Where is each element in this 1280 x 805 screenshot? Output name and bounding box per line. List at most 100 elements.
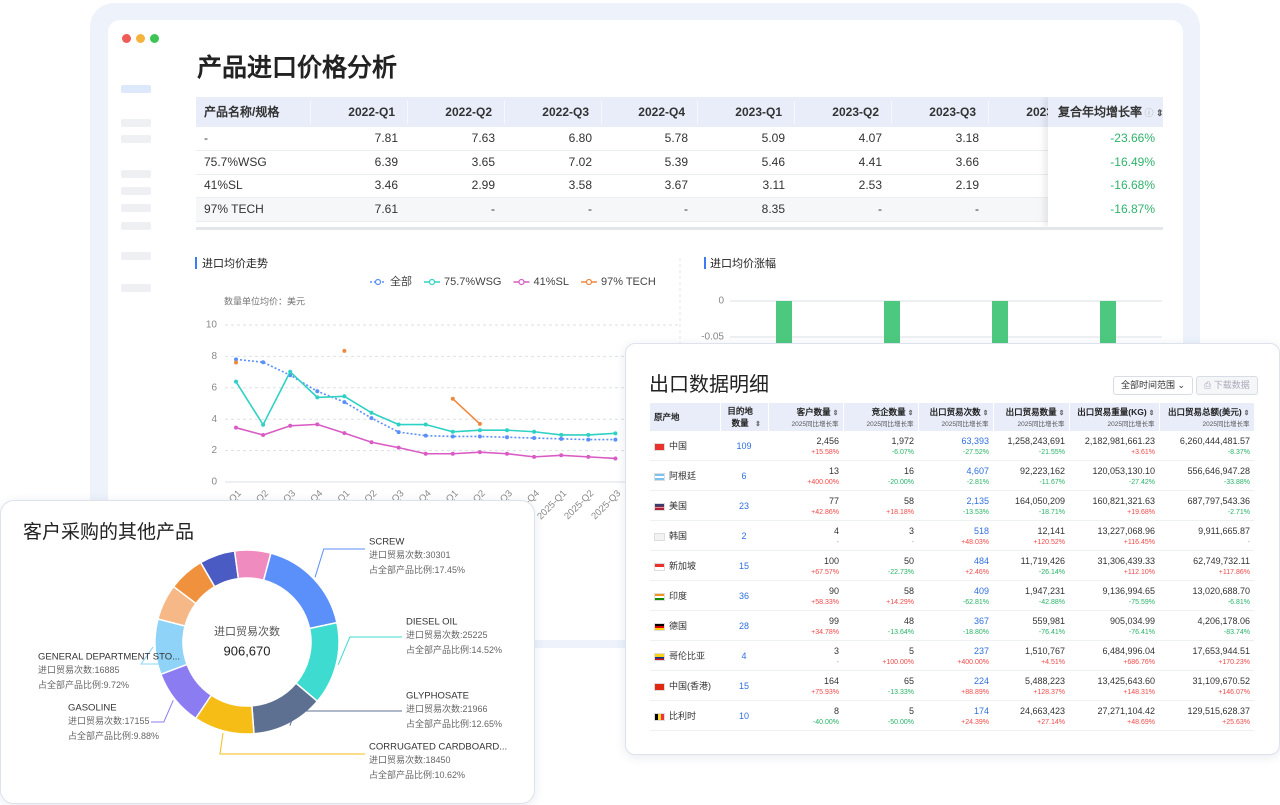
metric-value: 92,223,162: [1019, 465, 1065, 476]
metric-value: 6,484,996.04: [1102, 645, 1155, 656]
data-point: [505, 435, 509, 440]
metric-value: 5,488,223: [1024, 675, 1065, 686]
sidebar-item[interactable]: [121, 284, 151, 292]
sort-icon[interactable]: ⇕: [753, 421, 761, 428]
metric-change: -: [911, 538, 914, 546]
column-header: 2022-Q1: [311, 101, 408, 124]
range-select[interactable]: 全部时间范围 ⌄: [1113, 376, 1194, 395]
header-text: 客户数量: [796, 407, 831, 417]
slice-count: 进口贸易次数:17155: [68, 715, 150, 726]
metric-cell: 63,393 -27.52%: [918, 431, 993, 461]
sidebar-item[interactable]: [121, 135, 151, 143]
table-cell: 2.99: [471, 178, 495, 192]
y-tick-label: 0: [718, 296, 724, 307]
metric-value: 518: [973, 525, 989, 536]
sort-icon[interactable]: ⇕: [980, 410, 989, 417]
metric-change: -20.00%: [887, 478, 914, 486]
table-cell: 7.02: [568, 154, 592, 169]
slice-name: GENERAL DEPARTMENT STO...: [38, 652, 180, 663]
metric-value: 409: [973, 585, 989, 596]
table-cell: 5.46: [761, 154, 785, 169]
data-point: [450, 429, 455, 434]
metric-cell: 31,109,670.52 +146.07%: [1159, 670, 1254, 701]
data-point: [477, 450, 482, 455]
metric-change: +400.00%: [957, 658, 989, 666]
metric-cell: 2,182,981,661.23 +3.61%: [1069, 431, 1159, 461]
sort-icon[interactable]: ⇕: [1056, 410, 1065, 417]
metric-value: 63,393: [961, 435, 989, 446]
sidebar-item[interactable]: [121, 204, 151, 212]
metric-cell: 409 -62.81%: [918, 580, 993, 611]
table-cell: 4.41: [858, 154, 882, 169]
metric-cell: 13,020,688.70 -6.81%: [1159, 580, 1254, 611]
sort-icon[interactable]: ⇕: [1156, 108, 1163, 118]
metric-change: +15.58%: [811, 448, 839, 456]
column-header: 出口贸易重量(KG) ⇕ 2025同比增长率: [1069, 403, 1160, 431]
sort-icon[interactable]: ⇕: [1241, 410, 1250, 417]
metric-value: 4,206,178.06: [1197, 615, 1250, 626]
metric-value: 62,749,732.11: [1193, 555, 1250, 566]
sidebar-item[interactable]: [121, 187, 151, 195]
metric-change: -6.07%: [891, 448, 914, 456]
leader-line: [219, 732, 365, 755]
column-header: 出口贸易次数 ⇕ 2025同比增长率: [918, 403, 994, 431]
sort-icon[interactable]: ⇕: [1146, 410, 1155, 417]
column-header: 2022-Q4: [602, 101, 698, 124]
metric-change: -2.71%: [1227, 508, 1250, 516]
count-value: 30301: [426, 550, 451, 560]
table-cell: 2.19: [955, 178, 979, 192]
metric-change: -76.41%: [1128, 628, 1155, 636]
share-value: 12.65%: [472, 719, 503, 729]
download-text: 下载数据: [1213, 380, 1250, 390]
slice-count: 进口贸易次数:16885: [38, 664, 120, 675]
metric-cell: 11,719,426 -26.14%: [993, 550, 1069, 581]
sidebar-item[interactable]: [121, 252, 151, 260]
header-row: 原产地 目的地数量 ⇕ 客户数量 ⇕ 2025同比增长率 竞企数量 ⇕ 2025同比增长率…: [650, 403, 1255, 431]
table-cell: -: [975, 201, 979, 216]
table-cell: 3.11: [762, 178, 785, 192]
metric-change: +686.76%: [1123, 658, 1155, 666]
data-row: 比利时 10 8 -40.00% 5 -50.00% 174 +24.39% 24,663,42…: [650, 700, 1254, 731]
leader-line: [151, 700, 174, 723]
metric-change: -62.81%: [962, 598, 989, 606]
share-prefix: 占全部产品比例:: [68, 730, 134, 741]
metric-value: 237: [973, 645, 989, 656]
metric-cell: 164 +75.93%: [768, 670, 843, 701]
slice-share: 占全部产品比例:10.62%: [369, 769, 465, 780]
count-prefix: 进口贸易次数:: [68, 715, 125, 726]
price-table: 产品名称/规格 2022-Q1 2022-Q2 2022-Q3 2022-Q4 2023-…: [196, 97, 1163, 230]
metric-cell: 556,646,947.28 -33.88%: [1159, 460, 1254, 491]
metric-cell: 1,510,767 +4.51%: [993, 640, 1069, 671]
sidebar-item[interactable]: [121, 119, 151, 127]
metric-value: 48: [903, 615, 914, 626]
y-tick-label: 2: [211, 445, 217, 456]
column-header: 客户数量 ⇕ 2025同比增长率: [768, 403, 844, 431]
sort-icon[interactable]: ⇕: [905, 410, 914, 417]
slice-count: 进口贸易次数:30301: [369, 549, 451, 560]
metric-value: 2,135: [966, 495, 989, 506]
metric-change: +400.00%: [807, 478, 839, 486]
sidebar-item[interactable]: [121, 85, 151, 93]
metric-cell: 5 -50.00%: [843, 700, 918, 731]
legend-label: 97% TECH: [601, 276, 656, 288]
origin-name: 新加坡: [669, 561, 697, 571]
sort-icon[interactable]: ⇕: [830, 410, 839, 417]
sidebar-item[interactable]: [121, 170, 151, 178]
metric-cell: 65 -13.33%: [843, 670, 918, 701]
metric-change: +18.18%: [886, 508, 914, 516]
origin-name: 比利时: [669, 711, 697, 721]
download-button[interactable]: ⎙ 下载数据: [1196, 376, 1258, 395]
data-point: [423, 433, 428, 438]
table-cell: 7.81: [374, 131, 398, 145]
share-value: 9.72%: [104, 680, 130, 690]
metric-cell: 90 +58.33%: [768, 580, 843, 611]
data-point: [234, 425, 238, 430]
row-line: [196, 220, 1163, 222]
data-point: [342, 400, 347, 405]
sidebar-item[interactable]: [121, 222, 151, 230]
data-point: [396, 445, 401, 450]
metric-value: 17,653,944.51: [1192, 645, 1250, 656]
metric-value: 224: [973, 675, 989, 686]
header-bg: [196, 97, 1163, 127]
